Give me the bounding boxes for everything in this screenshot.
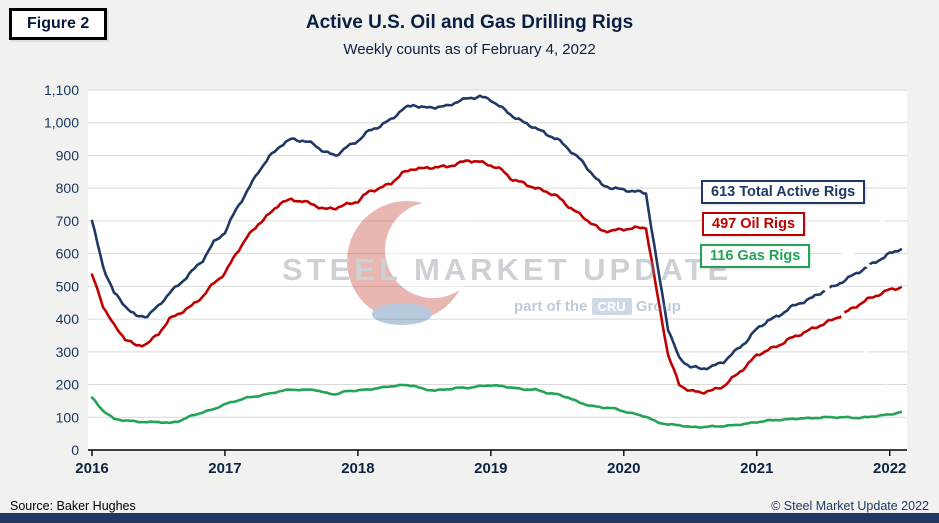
svg-text:1,000: 1,000	[44, 115, 79, 131]
svg-text:200: 200	[56, 377, 80, 393]
callout-total-active-rigs: 613 Total Active Rigs	[701, 180, 866, 204]
svg-text:500: 500	[56, 278, 80, 294]
figure-label-text: Figure 2	[27, 15, 90, 32]
svg-text:800: 800	[56, 180, 80, 196]
source-note: Source: Baker Hughes	[10, 499, 136, 513]
chart-title: Active U.S. Oil and Gas Drilling Rigs	[305, 12, 634, 33]
svg-text:2022: 2022	[873, 460, 906, 477]
svg-text:700: 700	[56, 213, 80, 229]
callout-gas-rigs: 116 Gas Rigs	[700, 244, 811, 268]
svg-text:0: 0	[71, 442, 79, 458]
copyright-note: © Steel Market Update 2022	[771, 499, 929, 513]
svg-text:2020: 2020	[607, 460, 640, 477]
svg-text:2019: 2019	[474, 460, 507, 477]
bottom-accent-bar	[0, 513, 939, 523]
svg-text:300: 300	[56, 344, 80, 360]
svg-text:1,100: 1,100	[44, 82, 79, 98]
svg-text:2016: 2016	[75, 460, 108, 477]
callout-oil-rigs: 497 Oil Rigs	[702, 212, 806, 236]
svg-text:600: 600	[56, 246, 80, 262]
figure-label: Figure 2	[9, 8, 108, 40]
svg-text:400: 400	[56, 311, 80, 327]
svg-text:2018: 2018	[341, 460, 374, 477]
svg-text:2021: 2021	[740, 460, 773, 477]
svg-text:900: 900	[56, 147, 80, 163]
svg-text:2017: 2017	[208, 460, 241, 477]
chart-subtitle: Weekly counts as of February 4, 2022	[343, 41, 596, 58]
svg-text:100: 100	[56, 409, 80, 425]
